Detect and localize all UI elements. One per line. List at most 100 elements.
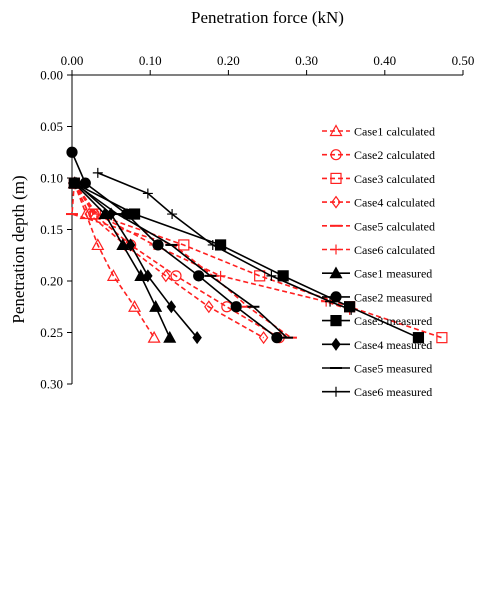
series-line [73, 182, 171, 339]
legend-entry: Case5 measured [322, 362, 432, 376]
legend-marker [330, 291, 342, 303]
y-tick-label: 0.05 [40, 119, 63, 134]
data-point [192, 331, 202, 345]
data-point [161, 269, 171, 283]
legend-marker [329, 124, 343, 137]
data-point [254, 270, 266, 282]
series-line [73, 182, 155, 339]
legend-marker [331, 337, 341, 351]
data-point [163, 330, 177, 343]
legend-entry: Case6 calculated [322, 243, 435, 257]
y-tick-label: 0.30 [40, 377, 63, 392]
legend-marker [329, 266, 343, 279]
x-tick-label: 0.40 [373, 53, 396, 68]
data-point [128, 300, 142, 312]
x-tick-label: 0.00 [61, 53, 84, 68]
legend-entry: Case1 measured [322, 266, 432, 281]
legend-entry: Case2 measured [322, 290, 432, 304]
legend-marker [331, 244, 341, 255]
x-axis-label: Penetration force (kN) [191, 8, 344, 27]
axes: 0.00 0.10 0.20 0.30 0.40 0.50 0.00 0.05 0.10 0.1… [9, 8, 474, 392]
legend-label: Case4 calculated [354, 196, 435, 210]
legend-entry: Case4 calculated [322, 195, 435, 210]
legend-entry: Case4 measured [322, 337, 432, 352]
data-point [258, 331, 269, 345]
y-axis-label: Penetration depth (m) [9, 175, 28, 323]
legend-entry: Case3 calculated [322, 172, 435, 186]
data-point [152, 239, 164, 251]
legend-label: Case1 calculated [354, 125, 435, 139]
series-case3-calculated [68, 177, 448, 344]
legend-entry: Case3 measured [322, 314, 432, 328]
data-point [346, 304, 357, 315]
y-tick-label: 0.25 [40, 325, 63, 340]
data-point [125, 238, 136, 252]
legend-entry: Case1 calculated [322, 124, 435, 139]
data-point [149, 300, 163, 312]
data-point [142, 188, 153, 199]
legend-label: Case1 measured [354, 267, 432, 281]
series-line [75, 182, 198, 339]
data-point [215, 270, 226, 281]
legend-label: Case6 calculated [354, 243, 435, 257]
series [66, 146, 448, 345]
legend-label: Case4 measured [354, 338, 432, 352]
data-point [204, 300, 214, 314]
legend-label: Case5 measured [354, 362, 432, 376]
legend-marker [331, 195, 341, 209]
data-point [143, 269, 153, 283]
x-tick-label: 0.50 [452, 53, 475, 68]
legend-marker [331, 386, 341, 397]
data-point [92, 167, 103, 178]
data-point [207, 239, 218, 250]
legend-marker [330, 315, 342, 327]
series-case2-measured [66, 146, 283, 344]
data-point [66, 146, 78, 158]
legend-entry: Case6 measured [322, 385, 432, 399]
data-point [266, 270, 277, 281]
data-point [170, 270, 182, 282]
data-point [221, 301, 233, 313]
series-line [73, 182, 288, 339]
series-line [73, 182, 350, 311]
data-point [436, 332, 448, 344]
series-case6-measured [92, 167, 357, 315]
y-tick-label: 0.10 [40, 171, 63, 186]
legend-label: Case2 calculated [354, 148, 435, 162]
legend-entry: Case2 calculated [322, 148, 435, 162]
series-case1-measured [67, 176, 177, 343]
data-point [116, 238, 130, 251]
data-point [106, 269, 120, 281]
legend-label: Case5 calculated [354, 219, 435, 233]
legend: Case1 calculated Case2 calculated Case3 ca… [322, 124, 435, 399]
x-axis-ticks: 0.00 0.10 0.20 0.30 0.40 0.50 [61, 53, 475, 75]
y-tick-label: 0.20 [40, 274, 63, 289]
data-point [92, 209, 103, 220]
data-point [193, 270, 205, 282]
legend-label: Case6 measured [354, 385, 432, 399]
data-point [91, 238, 105, 251]
series-line [73, 182, 264, 339]
data-point [412, 332, 425, 344]
series-case4-measured [71, 176, 202, 345]
legend-label: Case3 calculated [354, 172, 435, 186]
y-axis-ticks: 0.00 0.05 0.10 0.15 0.20 0.25 0.30 [40, 68, 72, 392]
legend-marker [330, 149, 342, 161]
data-point [230, 301, 242, 313]
series-case5-measured [68, 182, 294, 339]
data-point [128, 208, 141, 220]
y-tick-label: 0.15 [40, 222, 63, 237]
y-tick-label: 0.00 [40, 68, 63, 83]
series-line [71, 183, 292, 339]
x-tick-label: 0.20 [217, 53, 240, 68]
legend-entry: Case5 calculated [322, 219, 435, 233]
data-point [147, 330, 161, 343]
legend-marker [330, 172, 342, 184]
x-tick-label: 0.10 [139, 53, 162, 68]
x-tick-label: 0.30 [295, 53, 318, 68]
legend-label: Case2 measured [354, 290, 432, 304]
data-point [271, 332, 283, 344]
series-line [73, 182, 419, 339]
series-line [73, 182, 443, 339]
